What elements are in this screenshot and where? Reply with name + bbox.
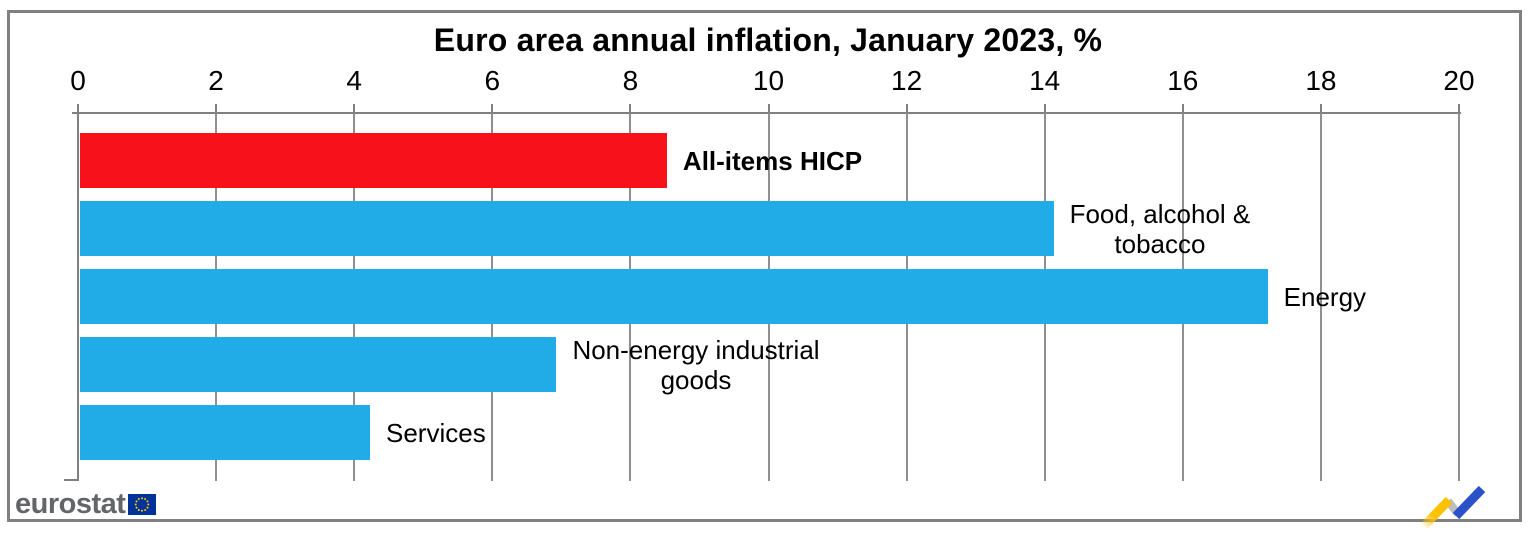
- eurostat-wordmark: eurostat: [15, 488, 126, 520]
- axis-tick-label: 0: [70, 65, 86, 96]
- chart-title: Euro area annual inflation, January 2023…: [433, 22, 1103, 58]
- bar-label-non-energy-industrial-goods: Non-energy industrial goods: [572, 334, 820, 395]
- gridline: [1319, 113, 1322, 481]
- bar-all-items-hicp: [80, 133, 667, 188]
- axis-tick-label: 20: [1443, 65, 1475, 96]
- axis-tick-label: 2: [208, 65, 224, 96]
- trend-zigzag-logo-icon: [1420, 485, 1486, 530]
- value-axis-line: [72, 112, 1461, 114]
- bar-non-energy-industrial-goods: [80, 337, 557, 392]
- axis-tick-label: 16: [1167, 65, 1199, 96]
- axis-tick-label: 14: [1029, 65, 1061, 96]
- axis-tick-label: 4: [346, 65, 362, 96]
- axis-tick-label: 6: [484, 65, 501, 96]
- gridline: [1458, 113, 1460, 481]
- bar-label-energy: Energy: [1283, 281, 1367, 312]
- axis-tick-label: 12: [891, 65, 923, 96]
- axis-tick-label: 18: [1305, 65, 1337, 96]
- logo-yellow-segment: [1420, 496, 1453, 530]
- bar-food-alcohol-tobacco: [80, 201, 1054, 256]
- bar-label-food-alcohol-tobacco: Food, alcohol & tobacco: [1069, 198, 1251, 259]
- axis-tick-label: 8: [622, 65, 639, 96]
- axis-tick-label: 10: [752, 65, 785, 96]
- category-axis-line: [77, 104, 79, 481]
- bar-services: [80, 405, 370, 460]
- bar-label-all-items-hicp: All-items HICP: [682, 145, 863, 176]
- eurostat-logo: eurostat: [15, 488, 157, 520]
- category-axis-end-tick: [64, 479, 78, 481]
- bar-energy: [80, 269, 1268, 324]
- eu-flag-icon: [128, 493, 157, 515]
- bar-label-services: Services: [386, 417, 486, 448]
